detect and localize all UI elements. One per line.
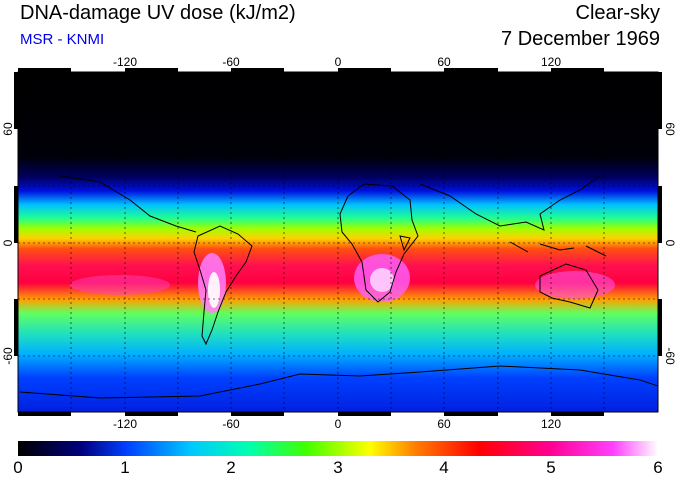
colorbar: [18, 441, 658, 456]
coastlines: [19, 175, 658, 399]
uv-dose-field: [18, 72, 658, 412]
graticule: [18, 72, 658, 412]
lon-label-bottom: -120: [113, 417, 137, 431]
colorbar-tick-label: 6: [653, 458, 663, 477]
lon-label-bottom: -60: [222, 417, 240, 431]
lon-label-top: 120: [541, 55, 561, 69]
lat-label-right: 0: [663, 240, 677, 247]
lat-label-left: 60: [1, 122, 15, 136]
map-title: DNA-damage UV dose (kJ/m2): [20, 2, 296, 24]
lon-label-top: -120: [113, 55, 137, 69]
lat-label-left: 0: [1, 239, 15, 246]
colorbar-tick-label: 2: [226, 458, 236, 477]
colorbar-tick-label: 4: [439, 458, 449, 477]
colorbar-tick-label: 1: [120, 458, 130, 477]
date-label: 7 December 1969: [501, 28, 660, 50]
lon-label-top: 60: [437, 55, 451, 69]
data-source-label: MSR - KNMI: [20, 31, 105, 48]
lon-label-top: 0: [335, 55, 342, 69]
lat-label-right: -60: [663, 347, 677, 365]
lon-label-bottom: 0: [335, 417, 342, 431]
colorbar-tick-label: 3: [333, 458, 343, 477]
lon-label-bottom: 60: [437, 417, 451, 431]
lat-label-right: 60: [663, 122, 677, 136]
colorbar-tick-label: 5: [546, 458, 556, 477]
lon-label-top: -60: [222, 55, 240, 69]
sky-condition-label: Clear-sky: [575, 2, 660, 24]
lat-label-left: -60: [1, 347, 15, 365]
map-border: [14, 68, 662, 416]
lon-label-bottom: 120: [541, 417, 561, 431]
colorbar-tick-label: 0: [13, 458, 23, 477]
